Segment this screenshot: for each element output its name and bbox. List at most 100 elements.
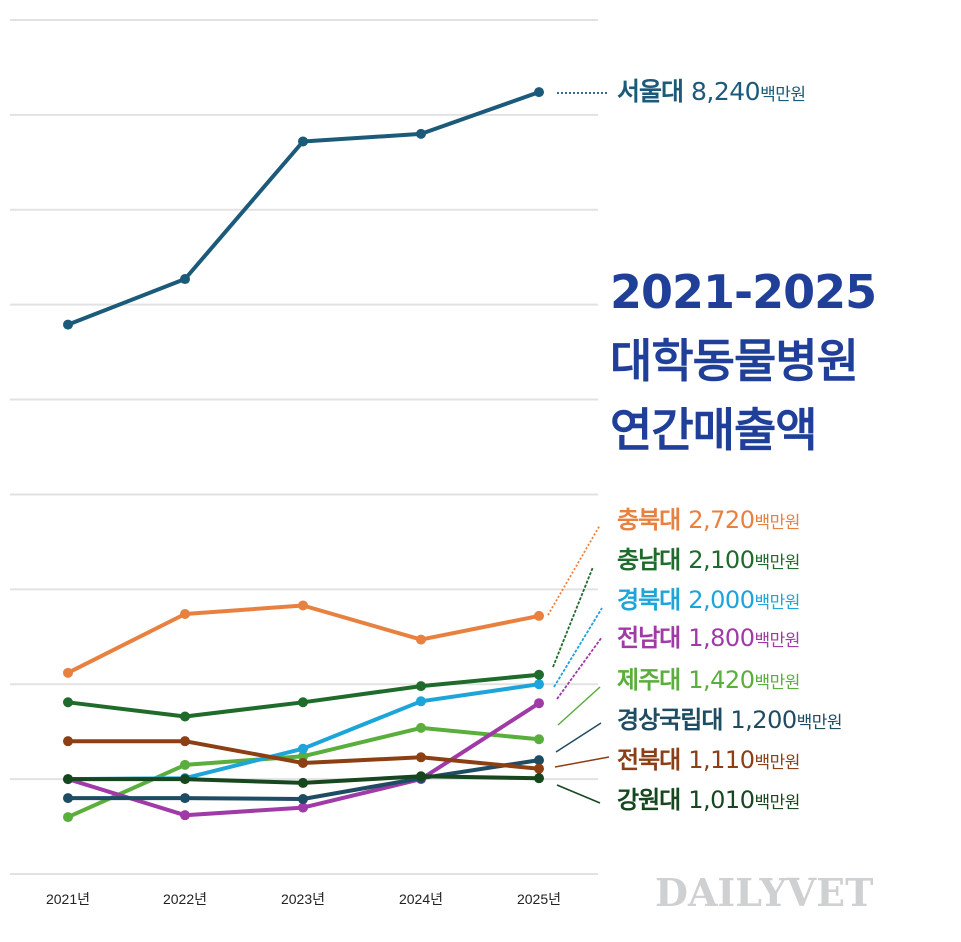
data-point xyxy=(416,771,426,782)
x-tick-label: 2022년 xyxy=(163,891,207,907)
data-point xyxy=(298,697,308,708)
label-connector xyxy=(556,784,601,804)
series-label-name: 충북대 xyxy=(617,506,681,534)
data-point xyxy=(534,698,544,709)
data-point xyxy=(298,136,308,147)
series-label: 충북대 2,720백만원 xyxy=(617,506,800,537)
data-point xyxy=(63,812,73,823)
title-line-subject: 대학동물병원 xyxy=(610,334,859,388)
x-tick-label: 2023년 xyxy=(281,891,325,907)
data-point xyxy=(416,128,426,139)
data-point xyxy=(180,274,190,285)
label-connector xyxy=(547,524,601,616)
series-label-name: 전북대 xyxy=(617,746,681,774)
label-connector xyxy=(552,566,594,668)
series-label-unit: 백만원 xyxy=(754,513,800,533)
series-label-value: 8,240 xyxy=(691,77,761,106)
series-label-name: 제주대 xyxy=(617,666,681,694)
series-label: 제주대 1,420백만원 xyxy=(617,666,800,697)
data-point xyxy=(63,793,73,804)
series-label-value: 1,200 xyxy=(730,706,797,734)
series-label-unit: 백만원 xyxy=(754,673,800,693)
data-point xyxy=(416,681,426,692)
data-point xyxy=(534,734,544,745)
data-point xyxy=(63,736,73,747)
data-point xyxy=(63,667,73,678)
series-lines xyxy=(63,87,544,823)
series-label-value: 2,000 xyxy=(688,586,755,614)
data-point xyxy=(180,759,190,770)
data-point xyxy=(416,752,426,763)
data-point xyxy=(534,87,544,98)
series-label: 서울대 8,240백만원 xyxy=(617,78,806,109)
series-line xyxy=(67,90,540,327)
x-axis-ticks: 2021년 2022년 2023년 2024년 2025년 xyxy=(46,891,561,907)
series-label-name: 전남대 xyxy=(617,624,681,652)
x-tick-label: 2021년 xyxy=(46,891,90,907)
series-label-value: 2,100 xyxy=(688,546,755,574)
series-label: 경상국립대 1,200백만원 xyxy=(617,706,843,737)
data-point xyxy=(534,773,544,784)
data-point xyxy=(534,610,544,621)
label-connector xyxy=(554,756,610,768)
chart-title: 2021-2025 대학동물병원 연간매출액 xyxy=(610,258,877,465)
series-label-name: 충남대 xyxy=(617,546,681,574)
data-point xyxy=(298,743,308,754)
data-point xyxy=(180,810,190,821)
series-8 xyxy=(63,771,544,788)
series-label-name: 경북대 xyxy=(617,586,681,614)
data-point xyxy=(534,755,544,766)
data-point xyxy=(180,793,190,804)
series-label-unit: 백만원 xyxy=(754,753,800,773)
data-point xyxy=(534,679,544,690)
series-label: 충남대 2,100백만원 xyxy=(617,546,800,577)
data-point xyxy=(416,722,426,733)
series-label-name: 강원대 xyxy=(617,786,681,814)
series-label: 경북대 2,000백만원 xyxy=(617,586,800,617)
data-point xyxy=(416,696,426,707)
series-label-unit: 백만원 xyxy=(754,553,800,573)
series-label-unit: 백만원 xyxy=(796,713,843,733)
series-1 xyxy=(63,600,544,678)
data-point xyxy=(63,774,73,785)
label-connector xyxy=(553,607,603,688)
data-point xyxy=(180,736,190,747)
data-point xyxy=(63,319,73,330)
data-point xyxy=(298,802,308,813)
series-label-unit: 백만원 xyxy=(754,631,800,651)
series-label-unit: 백만원 xyxy=(760,85,806,105)
data-point xyxy=(180,774,190,785)
series-label-value: 1,110 xyxy=(688,746,755,774)
series-label-value: 1,010 xyxy=(688,786,755,814)
title-line-years: 2021-2025 xyxy=(610,265,877,319)
series-label-value: 2,720 xyxy=(688,506,755,534)
data-point xyxy=(63,697,73,708)
series-label-unit: 백만원 xyxy=(754,793,800,813)
x-tick-label: 2025년 xyxy=(517,891,561,907)
series-7 xyxy=(63,736,544,774)
data-point xyxy=(298,794,308,805)
series-label: 강원대 1,010백만원 xyxy=(617,786,800,817)
data-point xyxy=(298,600,308,611)
data-point xyxy=(180,609,190,620)
series-line xyxy=(67,603,540,675)
label-connector xyxy=(556,636,603,700)
label-connector xyxy=(557,686,601,726)
data-point xyxy=(416,634,426,645)
series-label-name: 서울대 xyxy=(617,77,684,106)
data-point xyxy=(298,777,308,788)
title-line-metric: 연간매출액 xyxy=(610,403,818,457)
series-label-unit: 백만원 xyxy=(754,593,800,613)
series-label-value: 1,420 xyxy=(688,666,755,694)
data-point xyxy=(180,711,190,722)
series-0 xyxy=(63,87,544,330)
data-point xyxy=(298,757,308,768)
label-connector xyxy=(555,722,602,753)
series-label: 전북대 1,110백만원 xyxy=(617,746,800,777)
x-tick-label: 2024년 xyxy=(399,891,443,907)
data-point xyxy=(534,763,544,774)
dailyvet-logo: DAILYVET xyxy=(655,870,874,915)
series-label-value: 1,800 xyxy=(688,624,755,652)
label-connectors xyxy=(547,92,610,804)
